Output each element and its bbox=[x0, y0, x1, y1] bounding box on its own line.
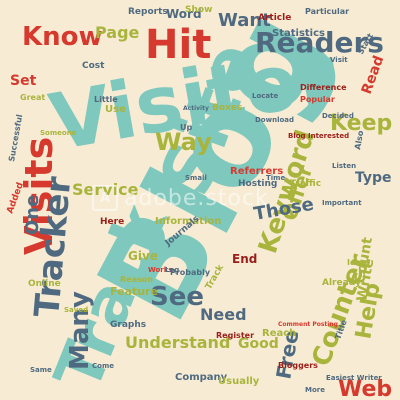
cloud-word-article: Article bbox=[258, 13, 291, 23]
cloud-word-comment-posting: Comment Posting bbox=[278, 321, 338, 328]
cloud-word-bloggers: Bloggers bbox=[278, 361, 318, 370]
cloud-word-good: Good bbox=[238, 336, 279, 352]
cloud-word-up: Up bbox=[180, 123, 192, 132]
cloud-word-see: See bbox=[150, 282, 204, 312]
cloud-word-many: Many bbox=[65, 291, 95, 370]
cloud-word-graphs: Graphs bbox=[110, 320, 146, 330]
cloud-word-word: Word bbox=[166, 7, 202, 21]
cloud-word-keep: Keep bbox=[330, 111, 392, 136]
cloud-word-page: Page bbox=[95, 23, 140, 42]
cloud-word-way: Way bbox=[155, 128, 212, 156]
cloud-word-usually: Usually bbox=[218, 376, 260, 387]
cloud-word-use: Use bbox=[105, 104, 126, 115]
cloud-word-online: Online bbox=[28, 279, 61, 289]
cloud-word-show: Show bbox=[185, 5, 212, 15]
cloud-word-ideal: Ideal bbox=[347, 258, 370, 267]
cloud-word-locate: Locate bbox=[252, 92, 278, 100]
cloud-word-someone: Someone bbox=[40, 129, 77, 137]
cloud-word-understand: Understand bbox=[125, 333, 230, 352]
cloud-word-information: Information bbox=[155, 216, 221, 227]
cloud-word-company: Company bbox=[175, 372, 228, 383]
cloud-word-activity: Activity bbox=[183, 105, 209, 112]
cloud-word-great: Great bbox=[20, 93, 45, 102]
cloud-word-want: Want bbox=[218, 10, 271, 31]
cloud-word-feature: Feature bbox=[110, 285, 158, 298]
cloud-word-register: Register bbox=[216, 331, 254, 340]
cloud-word-works: Works bbox=[148, 266, 173, 274]
cloud-word-here: Here bbox=[100, 217, 124, 227]
cloud-word-need: Need bbox=[200, 305, 247, 324]
cloud-word-small: Small bbox=[185, 174, 207, 182]
cloud-word-readers: Readers bbox=[255, 26, 384, 59]
cloud-word-web: Web bbox=[338, 377, 392, 400]
cloud-word-already: Already bbox=[322, 278, 361, 288]
cloud-word-more: More bbox=[305, 386, 325, 394]
cloud-word-important: Important bbox=[322, 199, 362, 207]
cloud-word-boxes: Boxes bbox=[212, 103, 242, 113]
cloud-word-visits: Visits bbox=[17, 137, 61, 255]
cloud-word-hosting: Hosting bbox=[238, 179, 277, 189]
cloud-word-type: Type bbox=[355, 170, 392, 186]
cloud-word-probably: Probably bbox=[170, 268, 211, 277]
cloud-word-listen: Listen bbox=[332, 162, 356, 170]
cloud-word-particular: Particular bbox=[305, 7, 349, 16]
cloud-word-decided: Decided bbox=[322, 112, 354, 120]
cloud-word-also: Also bbox=[353, 129, 365, 150]
cloud-word-service: Service bbox=[72, 180, 139, 199]
cloud-word-reason: Reason bbox=[120, 275, 153, 284]
cloud-word-end: End bbox=[232, 252, 257, 266]
cloud-word-little: Little bbox=[94, 95, 118, 104]
cloud-word-reports: Reports bbox=[128, 7, 168, 17]
cloud-word-blog-interested: Blog Interested bbox=[288, 132, 349, 140]
cloud-word-same: Same bbox=[30, 366, 52, 374]
cloud-word-difference: Difference bbox=[300, 83, 347, 92]
cloud-word-saved: Saved bbox=[64, 306, 88, 314]
cloud-word-traffic: Traffic bbox=[290, 179, 321, 189]
cloud-word-download: Download bbox=[255, 116, 294, 124]
cloud-word-reach: Reach bbox=[262, 328, 296, 339]
cloud-word-easiest-writer: Easiest Writer bbox=[326, 374, 382, 382]
cloud-word-know: Know bbox=[22, 22, 103, 52]
cloud-word-hit: Hit bbox=[145, 22, 211, 68]
cloud-word-popular: Popular bbox=[300, 95, 335, 104]
cloud-word-referrers: Referrers bbox=[230, 166, 283, 177]
cloud-word-log: Log bbox=[165, 266, 179, 274]
cloud-word-set: Set bbox=[10, 73, 37, 89]
cloud-word-statistics: Statistics bbox=[272, 28, 325, 39]
cloud-word-write: Write bbox=[354, 257, 377, 302]
cloud-word-cost: Cost bbox=[82, 61, 105, 71]
cloud-word-visit: Visit bbox=[330, 56, 348, 64]
cloud-word-come: Come bbox=[92, 362, 114, 370]
cloud-word-one: One bbox=[22, 195, 43, 235]
cloud-word-give: Give bbox=[128, 249, 158, 263]
cloud-word-time: Time bbox=[266, 174, 285, 182]
